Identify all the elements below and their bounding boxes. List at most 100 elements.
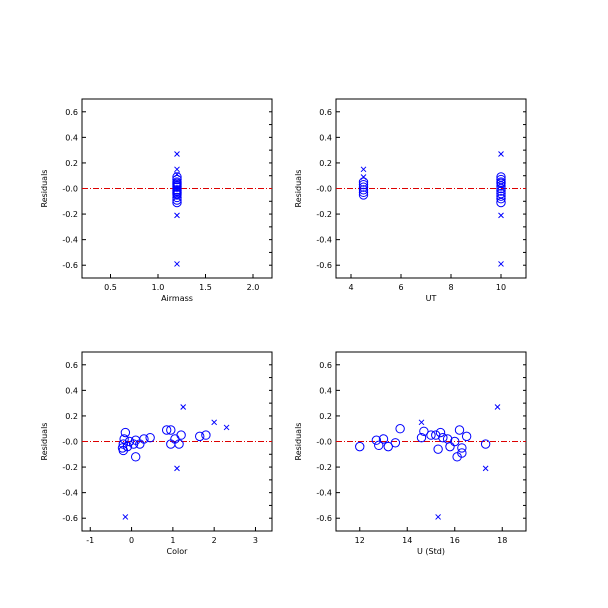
data-point-circle [433,444,443,454]
y-tick-label: 0.4 [319,133,332,142]
panel-ut: 4 6 8 10 -0.6 -0.4 -0.2 -0.0 0.2 0.4 0.6 UT Residual… [294,98,527,303]
data-point-circle [416,432,427,443]
data-point-circle [119,434,129,444]
data-point-x [498,151,504,157]
data-point-x [494,404,501,410]
data-point-circle [496,197,506,208]
data-point-circle [445,441,455,452]
data-point-x [180,404,187,410]
data-point-x [360,166,367,173]
panel-airmass: 0.5 1.0 1.5 2.0 -0.6 -0.4 -0.2 -0.0 0.2 0.4 0.6 Air… [40,98,273,303]
x-marker-stroke [494,404,501,410]
data-point-circle [139,434,149,444]
panel-ustd: 12 14 16 18 -0.6 -0.4 -0.2 -0.0 0.2 0.4 0.6 U (Std)… [294,351,527,556]
x-marker-stroke [498,261,504,267]
y-tick-label: -0.2 [62,463,78,472]
x-marker-stroke [498,212,504,219]
y-tick-label: 0.2 [65,159,78,168]
data-point-circle [166,425,176,435]
data-point-x [435,514,441,520]
y-tick-label: -0.2 [62,210,78,219]
x-marker-stroke [360,166,367,173]
data-point-x [122,514,129,520]
data-point-circle [426,430,436,440]
data-point-circle [122,441,133,452]
data-point-circle [130,452,141,462]
data-point-x [211,419,218,426]
data-point-circle [172,195,182,205]
x-marker-stroke [498,151,504,157]
y-tick-label: -0.6 [316,261,332,270]
y-tick-label: -0.0 [316,438,332,447]
y-tick-label: -0.6 [316,514,332,523]
data-point-x [223,424,230,431]
y-tick-label: -0.4 [316,236,332,245]
y-tick-label: -0.6 [62,261,78,270]
data-point-x [174,261,180,267]
data-point-circle [431,430,441,440]
data-point-x [174,151,180,157]
data-point-circle [496,174,506,185]
data-point-circle [172,174,182,185]
x-marker-stroke [360,174,367,180]
data-point-x [174,212,180,219]
data-point-circle [355,441,365,452]
data-point-circle [358,177,369,187]
y-tick-label: 0.6 [319,361,332,370]
x-axis-label: U (Std) [417,547,445,556]
x-tick-label: 16 [450,536,460,545]
y-axis-label: Residuals [294,170,303,208]
data-point-circle [461,431,472,442]
data-point-circle [371,435,382,445]
data-point-circle [358,179,369,190]
data-point-circle [120,427,131,438]
x-tick-label: 4 [348,283,353,292]
y-tick-label: 0.6 [65,108,78,117]
x-tick-label: 18 [497,536,507,545]
data-point-x [482,465,489,472]
data-point-circle [496,183,506,194]
data-point-circle [457,448,467,458]
x-marker-stroke [174,166,180,173]
data-point-circle [438,432,448,443]
data-point-circle [390,438,401,448]
y-axis-label: Residuals [40,170,49,208]
plot-frame [81,351,273,532]
x-axis-label: Airmass [161,294,193,303]
data-point-x [174,166,180,173]
data-point-x [174,171,180,178]
x-tick-label: 12 [355,536,365,545]
y-tick-label: 0.4 [65,133,78,142]
data-point-circle [358,185,369,195]
x-marker-stroke [223,424,230,431]
data-point-circle [174,439,184,449]
y-tick-label: 0.4 [319,386,332,395]
x-tick-label: 0 [129,536,134,545]
y-tick-label: -0.0 [316,185,332,194]
data-point-circle [496,188,506,199]
x-tick-label: 6 [398,283,403,292]
y-tick-label: -0.4 [62,236,78,245]
data-point-circle [496,191,506,201]
data-point-circle [457,443,467,453]
y-tick-label: -0.0 [62,438,78,447]
data-point-x [498,212,504,219]
data-point-circle [176,430,186,440]
data-point-circle [358,182,369,192]
y-tick-label: -0.0 [62,185,78,194]
y-tick-label: -0.4 [316,489,332,498]
x-marker-stroke [435,514,441,520]
y-axis-label: Residuals [40,423,49,461]
data-point-circle [435,427,446,438]
data-point-circle [496,178,506,189]
y-tick-label: -0.6 [62,514,78,523]
y-tick-label: 0.2 [319,159,332,168]
y-tick-label: -0.4 [62,489,78,498]
x-tick-label: 1.5 [199,283,212,292]
x-tick-label: 0.5 [104,283,117,292]
y-tick-label: 0.4 [65,386,78,395]
y-tick-label: 0.6 [319,108,332,117]
plot-frame [335,351,527,532]
x-marker-stroke [482,465,489,472]
